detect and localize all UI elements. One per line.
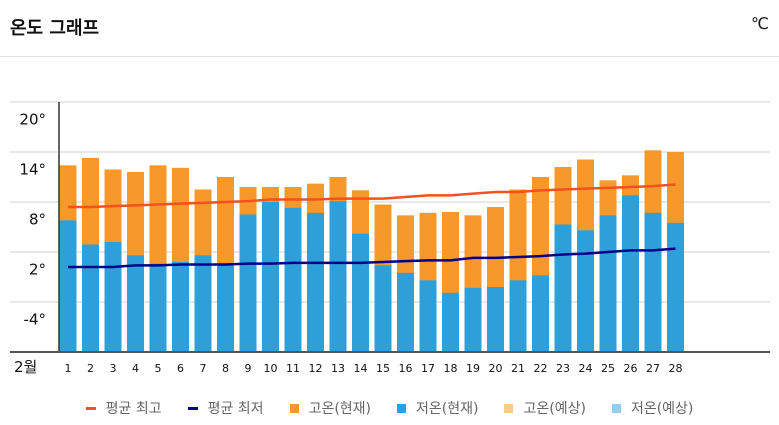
- chart-legend: 평균 최고 평균 최저 고온(현재) 저온(현재) 고온(예상) 저온(예상): [0, 398, 779, 418]
- x-tick-label: 24: [579, 362, 593, 375]
- bar-low-current: [194, 255, 212, 352]
- x-tick-label: 26: [624, 362, 638, 375]
- x-tick-label: 15: [376, 362, 390, 375]
- bar-low-current: [284, 207, 302, 352]
- bar-low-current: [217, 263, 234, 352]
- legend-item[interactable]: 저온(예상): [611, 398, 694, 418]
- x-tick-label: 22: [534, 362, 548, 375]
- y-tick-label: 20°: [19, 111, 46, 129]
- x-tick-label: 18: [444, 362, 458, 375]
- bar-low-current: [622, 195, 639, 352]
- bar-low-current: [419, 280, 437, 352]
- legend-swatch: [85, 406, 96, 410]
- bar-low-current: [307, 212, 324, 352]
- bar-low-current: [329, 201, 347, 352]
- x-tick-label: 8: [222, 362, 229, 375]
- bar-low-current: [149, 263, 167, 352]
- chart-header: 온도 그래프 ℃: [0, 0, 779, 57]
- x-tick-label: 9: [245, 362, 252, 375]
- x-tick-label: 16: [399, 362, 413, 375]
- bar-low-current: [509, 280, 527, 352]
- bar-low-current: [262, 202, 279, 352]
- bar-low-current: [127, 255, 144, 352]
- avg-low-line: [68, 247, 676, 269]
- legend-label: 저온(예상): [630, 401, 694, 417]
- bar-low-current: [487, 287, 504, 352]
- legend-item[interactable]: 저온(현재): [397, 398, 478, 418]
- bar-low-current: [352, 233, 369, 352]
- x-tick-label: 27: [646, 362, 660, 375]
- x-tick-label: 13: [331, 362, 345, 375]
- legend-swatch: [187, 406, 198, 410]
- x-tick-label: 12: [309, 362, 323, 375]
- month-label: 2월: [14, 358, 37, 376]
- bar-low-current: [532, 275, 549, 352]
- y-tick-label: 14°: [19, 161, 46, 179]
- avg-high-line: [68, 183, 676, 209]
- x-tick-label: 7: [200, 362, 207, 375]
- chart-title: 온도 그래프: [10, 18, 100, 39]
- bar-low-current: [442, 292, 459, 352]
- x-tick-label: 20: [489, 362, 503, 375]
- bar-low-current: [104, 242, 122, 352]
- x-tick-label: 6: [177, 362, 184, 375]
- legend-item[interactable]: 고온(현재): [289, 398, 372, 418]
- bar-low-current: [554, 224, 572, 352]
- x-tick-label: 23: [556, 362, 570, 375]
- legend-label: 고온(예상): [523, 401, 586, 417]
- x-tick-label: 10: [264, 362, 278, 375]
- legend-label: 평균 최고: [105, 401, 162, 417]
- legend-item[interactable]: 평균 최고: [85, 398, 162, 418]
- bar-low-current: [464, 287, 482, 352]
- bar-low-current: [82, 244, 99, 352]
- x-tick-label: 1: [65, 362, 72, 375]
- x-tick-label: 3: [110, 362, 117, 375]
- legend-item[interactable]: 고온(예상): [504, 398, 586, 418]
- bar-low-current: [599, 215, 617, 352]
- legend-label: 저온(현재): [416, 401, 479, 417]
- legend-swatch: [289, 403, 299, 413]
- x-tick-label: 14: [354, 362, 368, 375]
- bar-low-current: [644, 212, 662, 352]
- bar-low-current: [172, 262, 189, 352]
- bar-low-current: [397, 272, 414, 352]
- x-tick-label: 4: [132, 362, 139, 375]
- y-tick-label: 8°: [29, 211, 46, 229]
- bar-low-current: [667, 222, 684, 352]
- bar-low-current: [59, 220, 77, 352]
- x-tick-label: 21: [511, 362, 525, 375]
- legend-item[interactable]: 평균 최저: [187, 398, 264, 418]
- legend-label: 평균 최저: [207, 401, 264, 417]
- x-tick-label: 5: [155, 362, 162, 375]
- x-tick-label: 19: [466, 362, 480, 375]
- legend-swatch: [504, 403, 514, 413]
- x-tick-label: 25: [601, 362, 615, 375]
- x-tick-label: 28: [669, 362, 683, 375]
- legend-label: 고온(현재): [308, 401, 372, 417]
- bar-low-current: [374, 265, 392, 352]
- x-tick-label: 11: [286, 362, 300, 375]
- x-tick-label: 2: [87, 362, 94, 375]
- y-tick-label: 2°: [29, 261, 46, 279]
- legend-swatch: [611, 403, 621, 413]
- y-tick-label: -4°: [24, 311, 46, 329]
- legend-swatch: [397, 403, 407, 413]
- x-tick-label: 17: [421, 362, 435, 375]
- unit-label: ℃: [751, 14, 769, 33]
- bar-low-current: [577, 230, 594, 352]
- bar-low-current: [239, 214, 257, 352]
- temperature-chart: 20°14°8°2°-4°1 2 3 4 5 6 7 8 9 10 11 12 13 14 15 16 17 18…: [10, 101, 770, 376]
